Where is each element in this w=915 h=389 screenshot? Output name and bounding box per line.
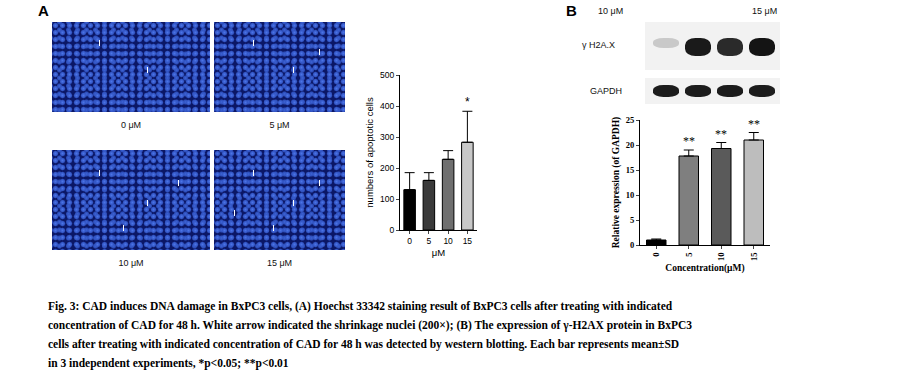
svg-text:200: 200 xyxy=(380,163,394,173)
svg-text:5: 5 xyxy=(684,252,694,256)
html-text:concentration of CAD for 48 h.: concentration of CAD for 48 h. White arr… xyxy=(48,319,693,331)
svg-text:**: ** xyxy=(715,127,727,141)
svg-text:**: ** xyxy=(683,134,695,148)
svg-text:300: 300 xyxy=(380,132,394,142)
html-text:0 μM: 0 μM xyxy=(120,120,142,130)
svg-text:μM: μM xyxy=(432,247,445,258)
svg-text:5: 5 xyxy=(427,236,432,246)
html-text:γ H2A.X: γ H2A.X xyxy=(582,40,615,50)
svg-text:10: 10 xyxy=(626,190,635,200)
svg-text:Concentration(μM): Concentration(μM) xyxy=(665,263,744,274)
svg-text:10: 10 xyxy=(716,252,726,261)
svg-text:15: 15 xyxy=(463,236,473,246)
svg-text:20: 20 xyxy=(626,140,635,150)
svg-text:10: 10 xyxy=(443,236,453,246)
svg-text:5: 5 xyxy=(630,215,634,225)
html-text:A: A xyxy=(38,2,49,19)
svg-text:500: 500 xyxy=(380,70,394,80)
html-text:cells after treating with indi: cells after treating with indicated conc… xyxy=(48,338,680,350)
html-text:10 μM: 10 μM xyxy=(598,6,624,16)
html-text:5 μM: 5 μM xyxy=(269,120,290,130)
svg-text:*: * xyxy=(465,95,470,109)
svg-text:Relative expression (of GAPDH): Relative expression (of GAPDH) xyxy=(611,117,622,248)
html-text:in 3 independent experiments,: in 3 independent experiments, *p<0.05; *… xyxy=(48,357,289,369)
svg-text:0: 0 xyxy=(651,252,661,256)
svg-text:15: 15 xyxy=(749,252,759,261)
svg-text:0: 0 xyxy=(407,236,412,246)
html-text:B: B xyxy=(566,2,577,19)
svg-text:numbers of apoptotic cells: numbers of apoptotic cells xyxy=(364,97,375,208)
html-text:GAPDH: GAPDH xyxy=(590,86,622,96)
html-text:10 μM: 10 μM xyxy=(118,258,144,268)
svg-text:25: 25 xyxy=(626,115,635,125)
html-text:Fig. 3: CAD induces DNA damage: Fig. 3: CAD induces DNA damage in BxPC3 … xyxy=(48,300,673,312)
svg-text:15: 15 xyxy=(626,165,635,175)
html-text:15 μM: 15 μM xyxy=(752,6,778,16)
html-text:15 μM: 15 μM xyxy=(266,258,293,268)
svg-text:0: 0 xyxy=(390,225,395,235)
svg-text:0: 0 xyxy=(630,240,634,250)
svg-text:**: ** xyxy=(748,117,760,131)
svg-text:400: 400 xyxy=(380,101,394,111)
svg-text:100: 100 xyxy=(380,194,394,204)
